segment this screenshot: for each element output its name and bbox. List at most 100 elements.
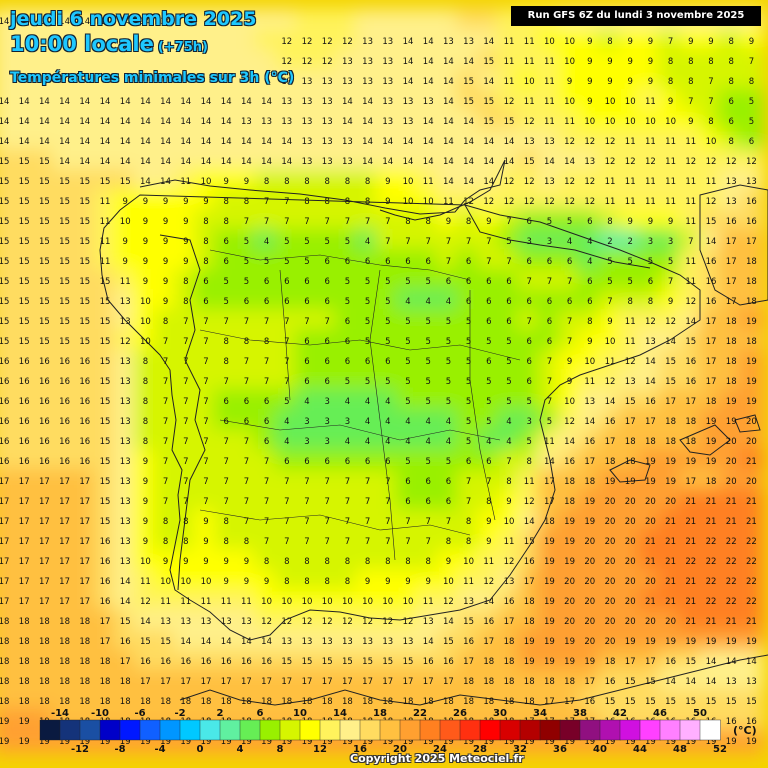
grid-value: 5 [385,277,390,287]
grid-value: 16 [19,357,30,367]
field-cell [0,329,17,353]
grid-value: 17 [79,497,90,507]
grid-value: 18 [100,677,111,687]
grid-value: 8 [425,217,430,227]
grid-value: 16 [584,697,595,707]
grid-value: 18 [39,697,50,707]
grid-value: 14 [120,597,131,607]
grid-value: 7 [345,497,350,507]
grid-value: 15 [706,697,717,707]
grid-value: 7 [345,517,350,527]
grid-value: 16 [221,657,232,667]
legend-swatch [239,719,261,741]
grid-value: 5 [466,357,471,367]
grid-value: 16 [100,597,111,607]
grid-value: 17 [59,577,70,587]
grid-value: 15 [39,337,50,347]
grid-value: 21 [726,517,737,527]
grid-value: 9 [203,517,208,527]
grid-value: 12 [564,417,575,427]
grid-value: 14 [584,417,595,427]
grid-value: 11 [625,137,636,147]
grid-value: 13 [382,97,393,107]
grid-value: 14 [483,137,494,147]
grid-value: 20 [605,557,616,567]
legend-label-bottom: 8 [277,744,284,755]
grid-value: 10 [281,597,292,607]
grid-value: 15 [79,257,90,267]
grid-value: 13 [463,597,474,607]
grid-value: 4 [446,417,451,427]
grid-value: 6 [405,497,410,507]
grid-value: 13 [322,97,333,107]
grid-value: 18 [483,677,494,687]
grid-value: 7 [284,517,289,527]
grid-value: 5 [425,317,430,327]
grid-value: 4 [425,437,430,447]
grid-value: 8 [688,77,693,87]
grid-value: 21 [685,517,696,527]
forecast-date: jeudi 6 novembre 2025 [10,8,257,30]
grid-value: 5 [385,337,390,347]
grid-value: 14 [362,157,373,167]
grid-value: 20 [625,577,636,587]
grid-value: 15 [19,177,30,187]
grid-value: 7 [365,537,370,547]
grid-value: 5 [668,257,673,267]
grid-value: 7 [264,357,269,367]
grid-value: 5 [304,237,309,247]
grid-value: 18 [180,697,191,707]
grid-value: 18 [382,697,393,707]
grid-value: 10 [201,577,212,587]
grid-value: 17 [180,677,191,687]
field-cell [0,629,17,653]
grid-value: 9 [203,557,208,567]
legend-swatch [339,719,361,741]
grid-value: 14 [443,617,454,627]
grid-value: 14 [59,137,70,147]
grid-value: 14 [180,157,191,167]
legend-label-bottom: 36 [553,744,567,755]
grid-value: 5 [749,97,754,107]
grid-value: 14 [463,137,474,147]
grid-value: 6 [425,477,430,487]
grid-value: 14 [201,137,212,147]
grid-value: 16 [706,297,717,307]
grid-value: 7 [304,517,309,527]
grid-value: 10 [625,117,636,127]
grid-value: 13 [746,177,757,187]
grid-value: 6 [728,97,733,107]
grid-value: 7 [244,437,249,447]
grid-value: 4 [304,397,309,407]
grid-value: 7 [163,377,168,387]
grid-value: 16 [746,217,757,227]
grid-value: 12 [281,57,292,67]
grid-value: 14 [281,137,292,147]
grid-value: 12 [524,197,535,207]
grid-value: 15 [100,377,111,387]
grid-value: 15 [100,457,111,467]
grid-value: 13 [302,97,313,107]
grid-value: 15 [100,297,111,307]
grid-value: 17 [59,517,70,527]
grid-value: 6 [324,457,329,467]
grid-value: 14 [0,117,9,127]
grid-value: 17 [726,237,737,247]
grid-value: 9 [607,317,612,327]
grid-value: 7 [223,457,228,467]
grid-value: 20 [645,517,656,527]
grid-value: 9 [567,377,572,387]
field-cell [0,509,17,533]
grid-value: 14 [180,117,191,127]
field-cell [0,569,17,593]
legend-swatch [219,719,241,741]
grid-value: 13 [382,637,393,647]
grid-value: 7 [466,497,471,507]
grid-value: 12 [625,357,636,367]
grid-value: 7 [163,337,168,347]
grid-value: 15 [0,217,9,227]
grid-value: 16 [0,377,9,387]
grid-value: 7 [547,277,552,287]
grid-value: 9 [668,297,673,307]
grid-value: 7 [203,497,208,507]
